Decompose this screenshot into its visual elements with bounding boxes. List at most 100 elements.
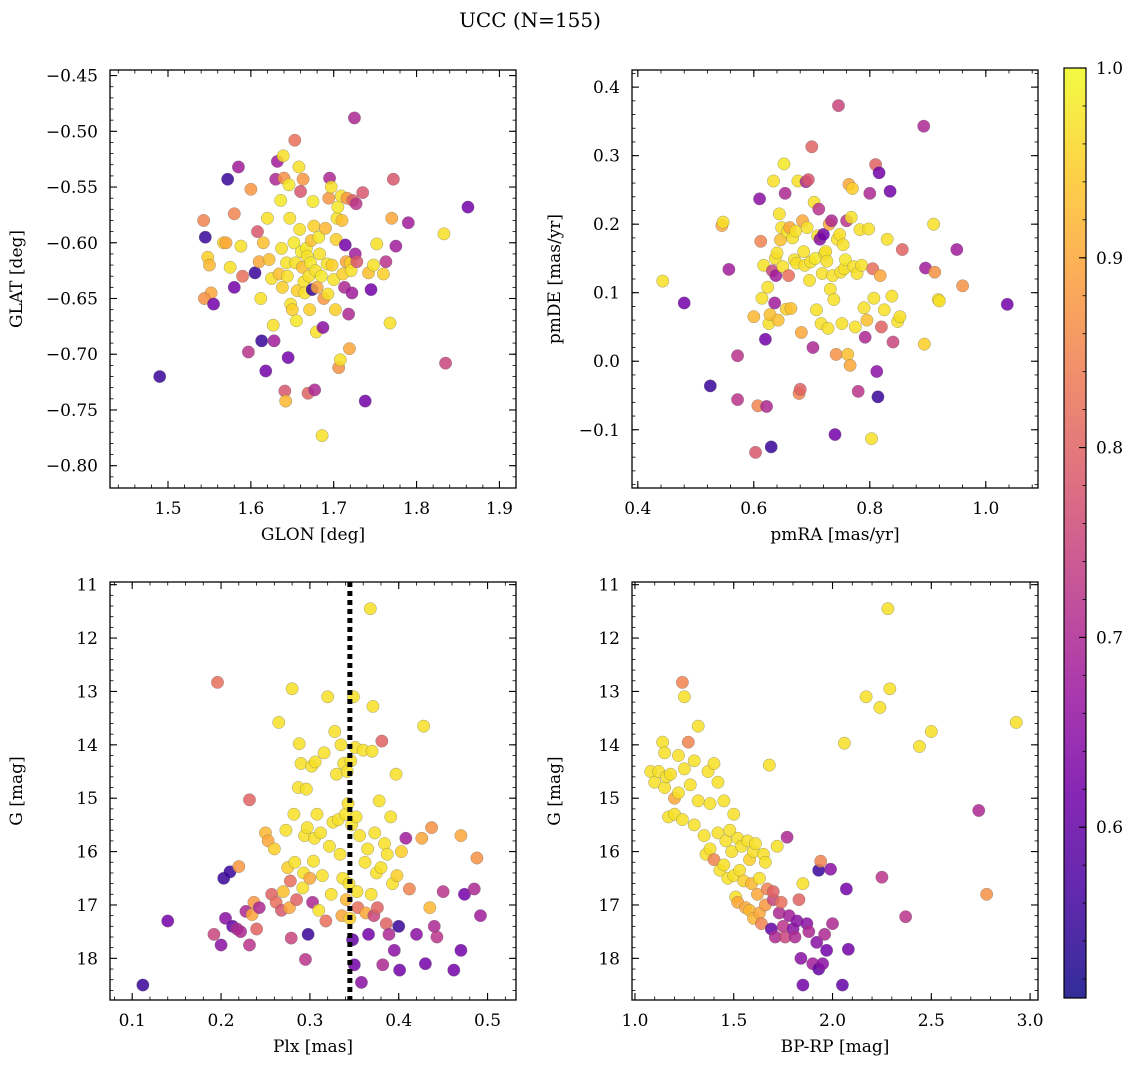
data-point xyxy=(392,919,406,933)
y-tick-label: 11 xyxy=(76,576,98,596)
data-point xyxy=(873,269,887,283)
data-point xyxy=(252,901,266,915)
y-tick-label: −0.65 xyxy=(46,290,98,310)
data-point xyxy=(859,690,873,704)
data-point xyxy=(250,922,264,936)
data-point xyxy=(370,237,384,251)
y-tick-label: 12 xyxy=(598,629,620,649)
data-point xyxy=(197,214,211,227)
data-point xyxy=(288,133,302,147)
data-point xyxy=(312,230,326,244)
data-point xyxy=(423,901,437,915)
data-point xyxy=(870,365,884,378)
data-point xyxy=(394,845,408,859)
data-point xyxy=(415,831,429,845)
data-point xyxy=(227,280,241,294)
data-point xyxy=(664,767,677,781)
data-point xyxy=(860,313,874,327)
data-point xyxy=(306,854,320,868)
data-point xyxy=(356,186,370,200)
data-point xyxy=(299,782,313,796)
data-point xyxy=(871,390,885,404)
data-point xyxy=(848,320,862,334)
data-point xyxy=(474,909,487,923)
data-point xyxy=(372,794,386,808)
data-point xyxy=(883,184,897,198)
data-point xyxy=(780,830,794,844)
data-point xyxy=(731,349,745,363)
x-axis-label: Plx [mas] xyxy=(273,1037,353,1057)
data-point xyxy=(797,245,811,259)
data-point xyxy=(364,887,378,901)
data-point xyxy=(671,749,685,762)
data-point xyxy=(820,254,834,268)
data-point xyxy=(814,854,828,868)
x-tick-label: 0.5 xyxy=(474,1011,501,1031)
data-point xyxy=(816,228,830,241)
data-point xyxy=(872,166,886,180)
data-point xyxy=(841,347,855,361)
data-point xyxy=(285,682,299,696)
data-point xyxy=(425,821,439,835)
data-point xyxy=(857,301,871,315)
data-point xyxy=(256,236,270,250)
data-point xyxy=(1009,715,1023,729)
data-point xyxy=(316,321,330,334)
data-point xyxy=(287,236,301,250)
data-point xyxy=(314,269,328,283)
x-tick-label: 0.6 xyxy=(740,499,767,519)
data-point xyxy=(315,429,329,443)
data-point xyxy=(752,871,766,885)
y-axis-label: GLAT [deg] xyxy=(7,230,27,328)
x-tick-label: 2.5 xyxy=(918,1011,945,1031)
y-tick-label: −0.45 xyxy=(46,67,98,87)
data-point xyxy=(350,255,364,269)
data-point xyxy=(386,172,400,186)
data-point xyxy=(812,202,826,216)
data-point xyxy=(703,379,717,393)
y-tick-label: −0.70 xyxy=(46,345,98,365)
data-point xyxy=(324,180,338,194)
data-point xyxy=(843,358,857,372)
data-point xyxy=(867,291,881,305)
data-point xyxy=(274,193,288,207)
data-point xyxy=(330,767,343,781)
data-point xyxy=(789,224,803,238)
data-point xyxy=(782,269,796,283)
data-point xyxy=(683,778,697,792)
axes-frame xyxy=(109,69,517,489)
data-point xyxy=(803,273,816,287)
data-point xyxy=(836,238,850,252)
y-tick-label: 15 xyxy=(76,789,98,809)
data-point xyxy=(885,289,899,303)
data-point xyxy=(267,334,281,348)
x-tick-label: 0.1 xyxy=(119,1011,146,1031)
data-point xyxy=(820,943,834,957)
data-point xyxy=(254,292,268,305)
y-tick-label: 11 xyxy=(598,576,620,596)
data-point xyxy=(317,746,331,760)
data-point xyxy=(284,931,298,945)
data-point xyxy=(358,855,372,869)
data-point xyxy=(768,296,782,310)
data-point xyxy=(260,211,274,225)
y-tick-label: 0.2 xyxy=(593,215,620,235)
y-tick-label: 0.3 xyxy=(593,147,620,167)
data-point xyxy=(794,326,808,339)
data-point xyxy=(221,172,235,186)
data-point xyxy=(691,794,705,808)
data-point xyxy=(282,178,296,192)
data-point xyxy=(417,719,431,733)
data-point xyxy=(303,871,317,885)
data-point xyxy=(399,831,413,845)
data-point xyxy=(749,837,762,851)
data-point xyxy=(809,303,823,317)
x-tick-label: 1.5 xyxy=(720,1011,747,1031)
data-point xyxy=(354,975,368,989)
data-point xyxy=(387,943,401,957)
data-point xyxy=(383,316,397,330)
x-axis-label: pmRA [mas/yr] xyxy=(770,525,899,545)
data-point xyxy=(313,247,327,261)
data-point xyxy=(335,214,349,227)
y-tick-label: 14 xyxy=(76,736,98,756)
